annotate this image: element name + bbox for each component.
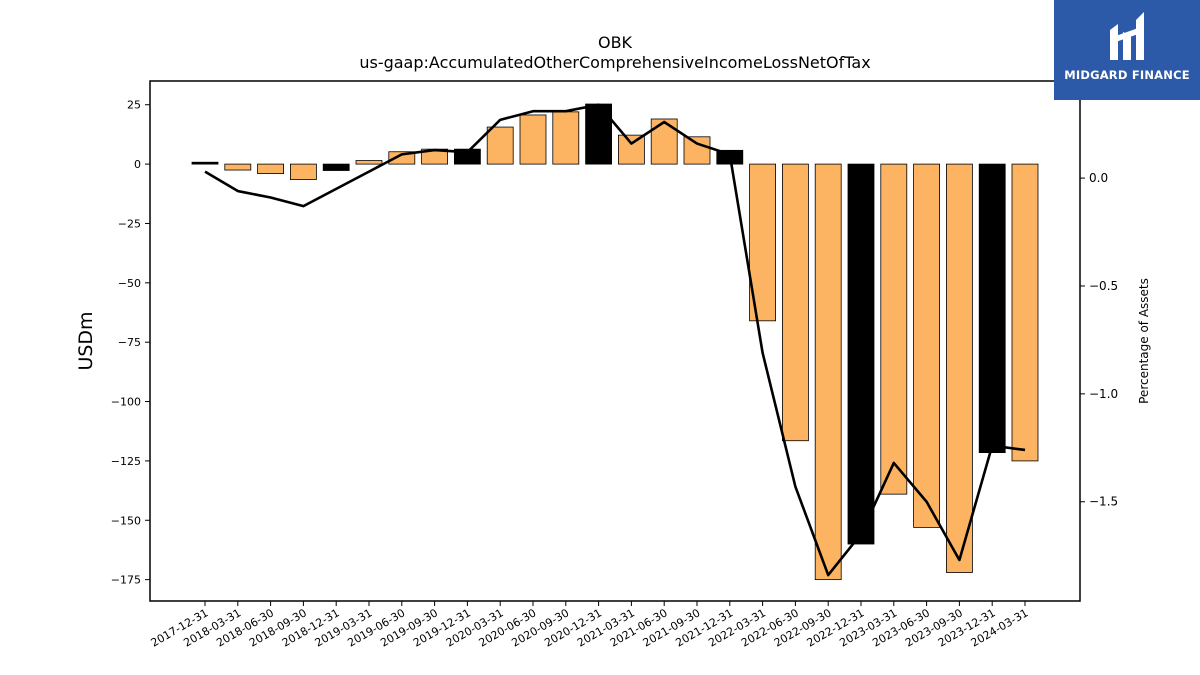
y2-tick-label: 0.0 [1089,171,1108,185]
bar [1011,163,1039,462]
y-tick-label: −50 [118,277,141,290]
bar [257,163,285,175]
chart-subtitle: us-gaap:AccumulatedOtherComprehensiveInc… [359,53,870,72]
bar [814,163,842,581]
y-tick-label: 0 [134,158,141,171]
bar [191,161,219,165]
plot-frame [149,80,1081,602]
bar [322,163,350,171]
logo-text: MIDGARD FINANCE [1064,68,1190,82]
percentage-line [204,103,1026,577]
bar [289,163,317,180]
bar [224,163,252,171]
y-tick-label: −75 [118,336,141,349]
y-tick-label: −150 [111,514,141,527]
bar [618,134,645,165]
y-axis-label: USDm [75,311,97,370]
midgard-logo-icon [1110,12,1144,60]
bar [683,136,711,165]
y2-axis-label: Percentage of Assets [1137,278,1151,404]
y2-tick-label: −1.5 [1089,495,1118,509]
bar [913,163,940,528]
y-tick-label: −100 [111,396,141,409]
bar [585,103,612,165]
bar [946,163,973,573]
bar [880,163,908,495]
chart-title: OBK [598,33,633,52]
bar [486,126,514,165]
bar [355,160,383,165]
bar [519,114,547,165]
line-series [204,103,1026,577]
y2-tick-label: −1.0 [1089,387,1118,401]
bar-series [191,103,1039,581]
bar [388,151,416,165]
y-tick-label: −25 [118,217,141,230]
bar [978,163,1006,453]
bar [650,118,678,165]
y-tick-label: −125 [111,455,141,468]
bar [847,163,875,545]
bar [552,111,580,165]
bar [782,163,809,442]
y-tick-label: 25 [127,99,141,112]
y-tick-label: −175 [111,574,141,587]
logo: MIDGARD FINANCE [1054,0,1200,100]
y2-tick-label: −0.5 [1089,279,1118,293]
